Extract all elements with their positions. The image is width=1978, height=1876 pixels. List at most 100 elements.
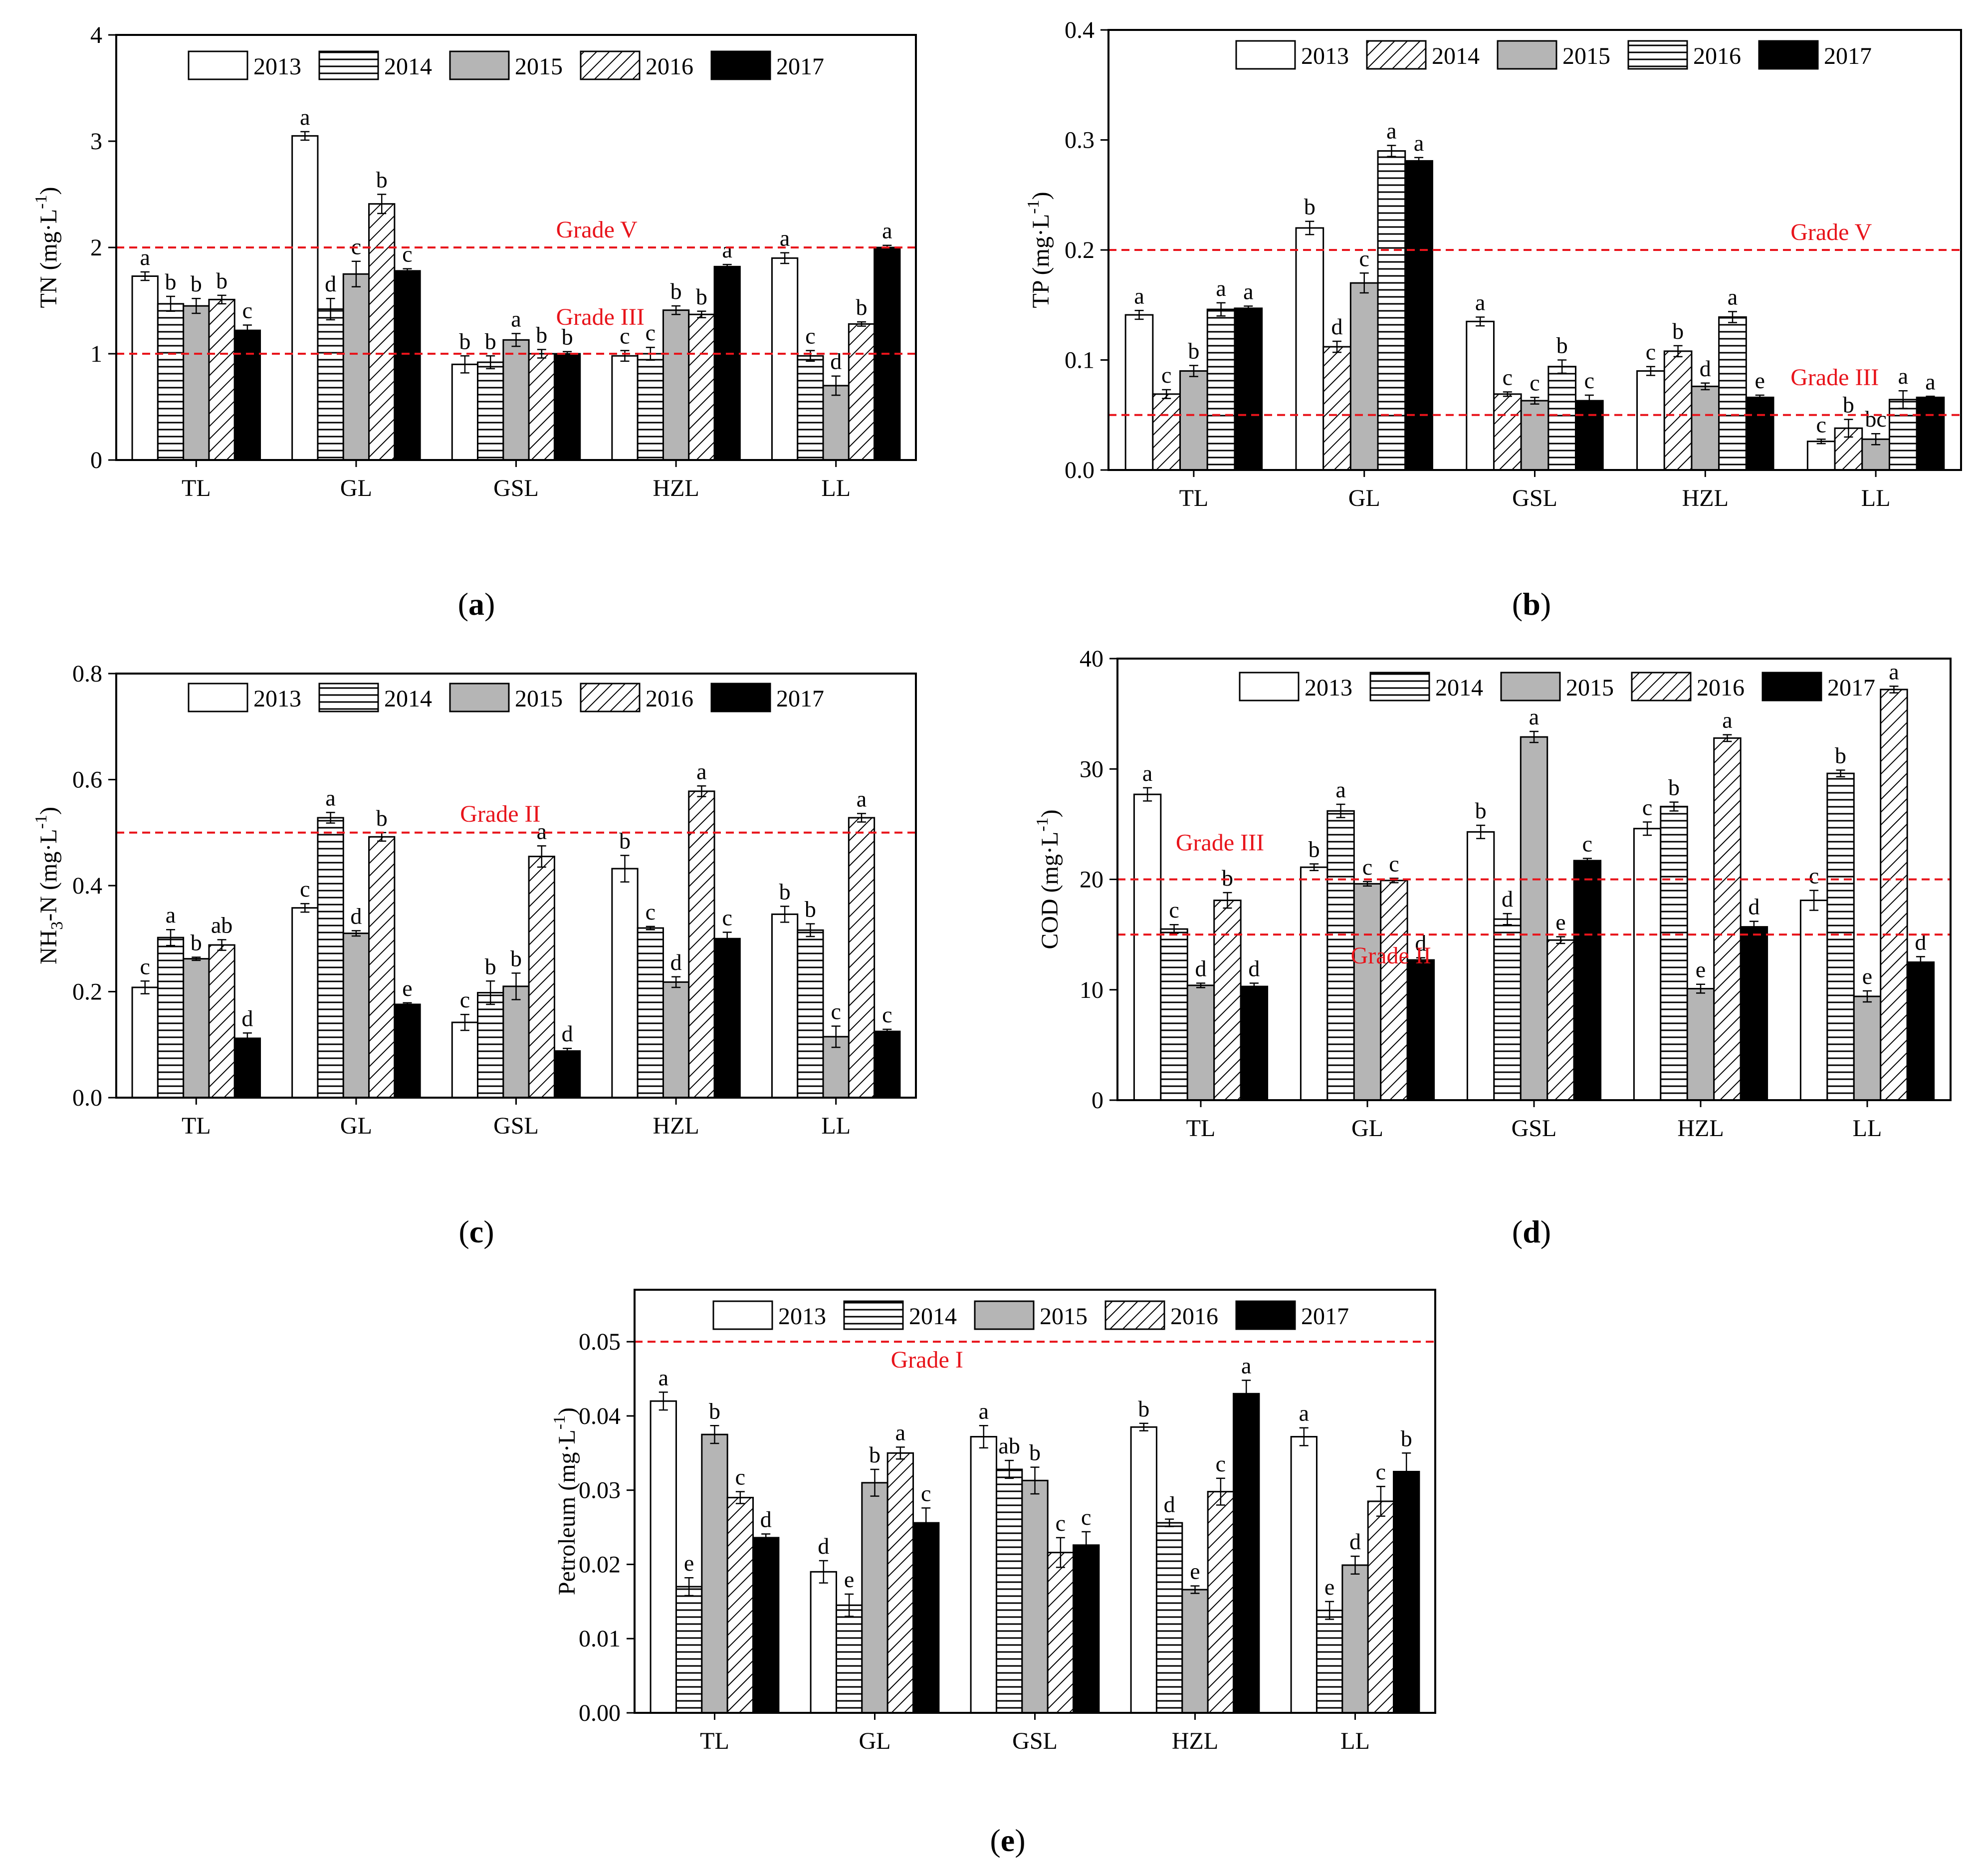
x-tick-label: GL — [1348, 485, 1380, 511]
significance-letter: d — [1748, 894, 1759, 920]
bar — [874, 1030, 901, 1099]
chart-panel-e: 0.00 0.01 0.02 0.03 0.04 0.05 Petroleum (mg·L-… — [550, 1289, 1436, 1858]
plot-frame — [1116, 658, 1952, 1101]
y-axis-label-mid: -N (mg·L — [35, 829, 62, 921]
bar — [1633, 828, 1662, 1101]
x-tick-label: TL — [1179, 485, 1209, 511]
caption-close-paren: ) — [1015, 1823, 1025, 1858]
y-tick-label: 0.2 — [72, 979, 102, 1005]
bar — [637, 353, 664, 461]
bar — [1047, 1552, 1075, 1714]
bar — [1406, 959, 1435, 1101]
grade-label: Grade V — [556, 217, 638, 243]
y-tick-label: 2 — [90, 234, 102, 261]
bar — [1520, 736, 1548, 1101]
bar — [342, 933, 370, 1099]
legend-swatch — [580, 50, 641, 80]
legend-swatch — [1104, 1300, 1165, 1330]
y-tick-label: 0 — [90, 447, 102, 473]
panel-caption: (d) — [1512, 1214, 1551, 1249]
y-axis-label: COD (mg·L-1) — [1033, 809, 1063, 949]
plot-frame — [634, 1289, 1436, 1714]
bar — [131, 986, 159, 1099]
legend-label: 2014 — [384, 53, 432, 80]
significance-letter: b — [510, 945, 522, 971]
significance-letter: b — [1672, 318, 1684, 344]
bar — [528, 353, 555, 461]
significance-letter: b — [191, 930, 202, 955]
significance-letter: c — [1582, 831, 1592, 856]
bar — [451, 1021, 479, 1099]
y-axis-label-sup: -1 — [32, 195, 50, 209]
bar — [1575, 400, 1604, 471]
bar — [502, 985, 530, 1099]
significance-letter: a — [1889, 659, 1899, 684]
significance-letter: e — [1755, 368, 1764, 393]
y-tick-label: 10 — [1080, 977, 1103, 1003]
y-tick-label: 40 — [1080, 646, 1103, 672]
bar — [1493, 393, 1522, 471]
x-tick-label: GSL — [1512, 485, 1557, 511]
bar — [1573, 860, 1602, 1101]
caption-close-paren: ) — [483, 1214, 494, 1249]
bar — [477, 361, 504, 461]
bar — [713, 938, 741, 1099]
caption-close-paren: ) — [1540, 1214, 1551, 1249]
grade-label: Grade II — [460, 801, 540, 827]
bar — [1073, 1544, 1100, 1714]
panel-caption: (c) — [458, 1214, 494, 1249]
bar — [1155, 1522, 1183, 1714]
bar — [713, 265, 741, 461]
significance-letter: c — [1646, 339, 1656, 365]
x-tick-label: TL — [182, 475, 211, 501]
bar — [675, 1586, 703, 1714]
bar — [291, 135, 319, 461]
significance-letter: b — [1138, 1396, 1149, 1421]
bar — [1888, 399, 1918, 471]
y-tick-label: 0.01 — [579, 1626, 621, 1652]
legend-label: 2014 — [384, 686, 432, 712]
caption-letter: d — [1523, 1214, 1540, 1249]
bar — [183, 305, 210, 461]
bar — [1179, 370, 1208, 471]
x-tick-label: HZL — [1677, 1115, 1724, 1142]
x-tick-label: GSL — [1512, 1115, 1557, 1142]
y-tick-label: 4 — [90, 22, 102, 48]
y-axis-label-end: ) — [35, 807, 62, 815]
y-tick-label: 20 — [1080, 867, 1103, 893]
y-tick-label: 30 — [1080, 756, 1103, 782]
x-tick-label: GSL — [493, 475, 539, 501]
significance-letter: a — [722, 237, 732, 262]
legend-label: 2017 — [1824, 43, 1872, 69]
significance-letter: c — [620, 323, 630, 349]
y-axis-label-main: TP (mg·L — [1028, 214, 1054, 308]
bar — [1234, 307, 1263, 471]
significance-letter: d — [670, 949, 682, 975]
legend-swatch — [712, 1300, 773, 1330]
bar — [1880, 689, 1908, 1101]
bar — [394, 270, 421, 461]
panel-caption: (e) — [990, 1823, 1025, 1858]
x-tick-label: HZL — [1682, 485, 1729, 511]
y-axis-label-end: ) — [554, 1407, 580, 1415]
significance-letter: c — [735, 1464, 745, 1490]
significance-letter: b — [1222, 865, 1233, 891]
bar — [1353, 883, 1382, 1101]
legend-swatch — [974, 1300, 1035, 1330]
significance-letter: b — [856, 294, 867, 320]
significance-letter: b — [1843, 392, 1854, 418]
significance-letter: d — [1700, 356, 1711, 381]
legend-swatch — [1497, 40, 1557, 70]
significance-letter: b — [1309, 837, 1320, 862]
significance-letter: e — [844, 1567, 854, 1592]
bar — [1547, 366, 1577, 471]
grade-label: Grade I — [891, 1347, 963, 1373]
significance-letter: d — [1195, 955, 1207, 981]
significance-letter: d — [1415, 931, 1426, 956]
significance-letter: b — [670, 278, 682, 304]
significance-letter: c — [1809, 863, 1819, 889]
legend-label: 2016 — [646, 53, 693, 80]
significance-letter: c — [1362, 854, 1372, 880]
bar — [1367, 1500, 1395, 1714]
